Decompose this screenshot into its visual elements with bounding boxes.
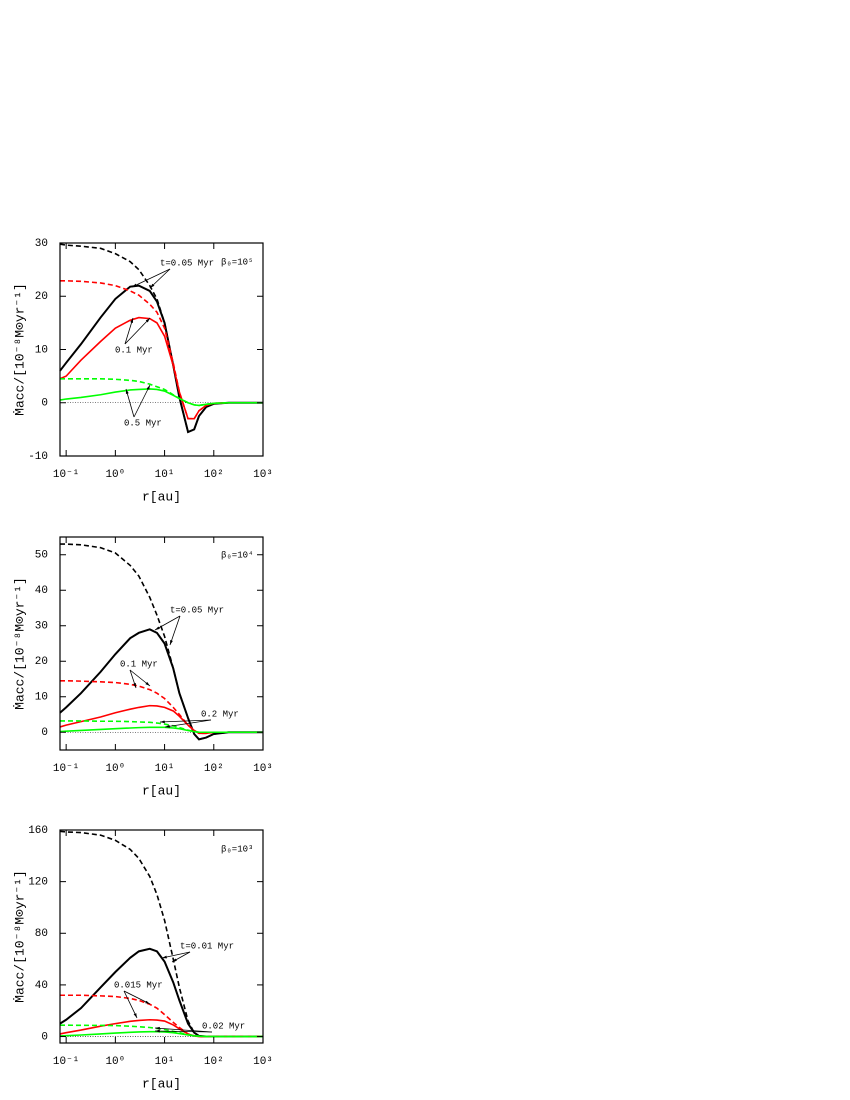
- data-line: [59, 243, 263, 434]
- annotation-arrow: [161, 951, 191, 959]
- x-tick-label: 10⁻¹: [53, 763, 79, 775]
- panel: -10 0 10 20 30 10⁻¹ 10⁰ 10¹ 10² 10³ r[au] Ṁacc/[10⁻…: [12, 238, 272, 505]
- annotation-arrow: [169, 615, 181, 646]
- y-tick-label: 50: [35, 550, 48, 562]
- annotation: 0.02 Myr: [202, 1021, 245, 1031]
- x-tick-label: 10¹: [155, 469, 175, 481]
- annotation: 0.1 Myr: [115, 345, 153, 355]
- annotation: β₀=10⁴: [221, 549, 253, 560]
- x-tick-label: 10¹: [155, 1056, 175, 1068]
- annotation-arrow: [149, 268, 171, 289]
- annotation-arrow: [131, 268, 171, 288]
- y-tick-label: 0: [41, 1031, 48, 1043]
- y-tick-label: 20: [35, 656, 48, 668]
- data-line: [59, 1030, 263, 1038]
- annotation-arrow: [154, 1029, 213, 1033]
- panel: 0 10 20 30 40 50 10⁻¹ 10⁰ 10¹ 10² 10³ r[au] Ṁacc/[10…: [12, 536, 273, 798]
- x-tick-label: 10²: [204, 763, 224, 775]
- annotation: 0.015 Myr: [114, 980, 163, 990]
- annotation-arrow: [154, 615, 181, 631]
- y-axis-label: Ṁacc/[10⁻⁸M⊙yr⁻¹]: [12, 283, 27, 416]
- annotation: t=0.05 Myr: [170, 605, 224, 615]
- data-line: [60, 377, 263, 407]
- y-axis-label: Ṁacc/[10⁻⁸M⊙yr⁻¹]: [12, 870, 27, 1003]
- y-tick-label: 10: [35, 692, 48, 704]
- y-tick-label: 40: [35, 980, 48, 992]
- x-tick-label: 10⁻¹: [53, 1056, 79, 1068]
- x-axis-label: r[au]: [142, 1076, 181, 1091]
- x-tick-label: 10³: [253, 763, 273, 775]
- annotation: 0.5 Myr: [124, 418, 162, 428]
- annotation-arrow: [124, 317, 134, 345]
- y-tick-label: 30: [35, 621, 48, 633]
- annotation-arrow: [159, 719, 212, 724]
- annotation-arrow: [133, 384, 151, 418]
- y-tick-label: 160: [28, 825, 48, 837]
- x-tick-label: 10¹: [155, 763, 175, 775]
- y-axis-label: Ṁacc/[10⁻⁸M⊙yr⁻¹]: [12, 577, 27, 710]
- y-tick-label: -10: [28, 451, 48, 463]
- annotation-arrow: [164, 719, 212, 728]
- annotation: β₀=10⁵: [221, 257, 253, 267]
- x-tick-label: 10²: [204, 1056, 224, 1068]
- x-tick-label: 10⁰: [105, 469, 125, 481]
- data-line: [59, 726, 263, 734]
- x-axis-label: r[au]: [142, 489, 181, 504]
- annotation: β₀=10³: [221, 844, 253, 854]
- annotation: 0.2 Myr: [201, 709, 239, 719]
- y-tick-label: 0: [41, 727, 48, 739]
- y-tick-label: 120: [28, 877, 48, 889]
- y-tick-label: 30: [35, 238, 48, 250]
- y-tick-label: 10: [35, 344, 48, 356]
- data-line: [60, 543, 263, 741]
- x-axis-label: r[au]: [142, 783, 181, 798]
- panel: 0 40 80 120 160 10⁻¹ 10⁰ 10¹ 10² 10³ r[au] Ṁacc/[10…: [12, 825, 272, 1092]
- x-tick-label: 10³: [253, 469, 273, 481]
- annotation-arrow: [129, 669, 151, 687]
- annotation-arrow: [123, 990, 151, 1005]
- x-tick-label: 10⁰: [105, 1056, 125, 1068]
- x-tick-label: 10⁻¹: [53, 469, 79, 481]
- y-tick-label: 0: [41, 398, 48, 410]
- y-tick-label: 40: [35, 585, 48, 597]
- annotation: 0.1 Myr: [120, 659, 158, 669]
- y-tick-label: 80: [35, 928, 48, 940]
- plot-frame: [59, 829, 264, 1044]
- annotation-arrow: [129, 669, 137, 689]
- data-line: [59, 388, 263, 407]
- data-line: [59, 284, 263, 434]
- annotation-arrow: [124, 317, 151, 345]
- data-line: [59, 628, 263, 741]
- annotation-arrow: [123, 990, 138, 1019]
- x-tick-label: 10³: [253, 1056, 273, 1068]
- annotation: t=0.05 Myr: [160, 258, 214, 268]
- x-tick-label: 10²: [204, 469, 224, 481]
- y-tick-label: 20: [35, 291, 48, 303]
- x-tick-label: 10⁰: [105, 763, 125, 775]
- data-line: [60, 280, 263, 420]
- plot-frame: [59, 536, 264, 751]
- annotation: t=0.01 Myr: [180, 941, 234, 951]
- annotation-arrow: [171, 951, 191, 963]
- annotation-arrow: [154, 1026, 213, 1033]
- data-line: [59, 830, 263, 1038]
- annotation-arrow: [125, 388, 135, 418]
